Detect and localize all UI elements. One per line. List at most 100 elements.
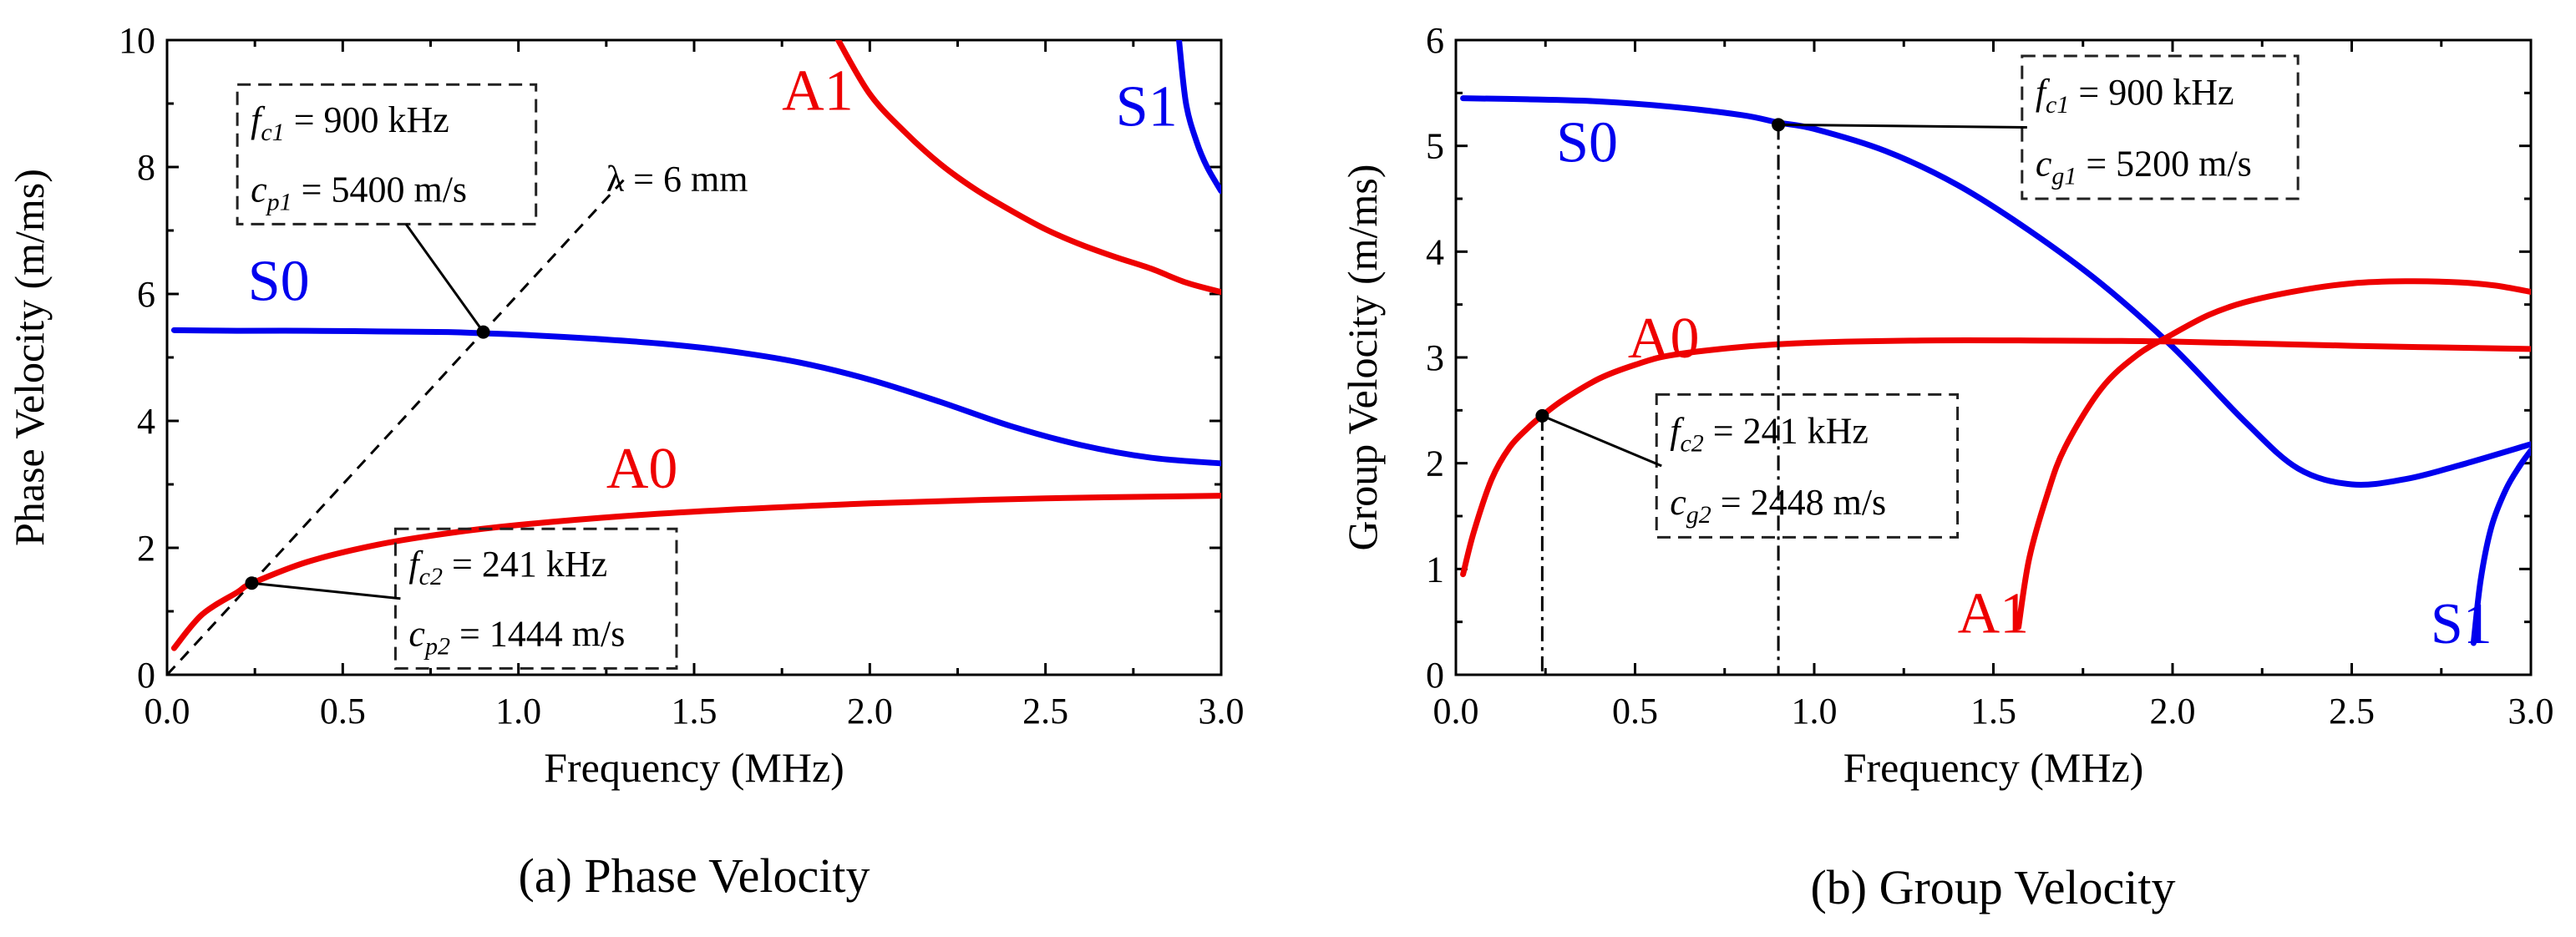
annotation-subscript: c1	[261, 119, 284, 146]
x-axis-title: Frequency (MHz)	[1843, 744, 2144, 791]
mode-label-s1: S1	[2431, 592, 2492, 656]
y-tick-label: 0	[1426, 655, 1444, 696]
annotation-value: 900 kHz	[324, 99, 449, 140]
y-tick-label: 0	[137, 655, 155, 696]
leader-line	[404, 223, 484, 333]
wavelength-label: λ = 6 mm	[606, 159, 748, 200]
x-tick-label: 0.5	[320, 691, 366, 732]
annotation-value: 241 kHz	[1743, 410, 1869, 451]
x-tick-label: 0.0	[145, 691, 190, 732]
y-tick-label: 2	[137, 528, 155, 569]
y-tick-label: 8	[137, 147, 155, 188]
y-tick-label: 4	[1426, 231, 1444, 272]
x-tick-label: 3.0	[1199, 691, 1245, 732]
x-axis-title: Frequency (MHz)	[544, 744, 844, 791]
annotation-symbol: c	[408, 614, 425, 655]
annotation-equals: =	[1711, 482, 1751, 523]
panel-caption: (a) Phase Velocity	[519, 848, 870, 903]
panel-phase-velocity: 0.0 0.5 1.0 1.5 2.0 2.5 3.0 0 2 4 6 8 10 Frequency (M…	[6, 20, 1245, 903]
x-tick-label: 2.0	[847, 691, 893, 732]
annotation-line-1: fc2 = 241 kHz	[408, 544, 607, 590]
annotation-point	[1535, 408, 1549, 423]
wavelength-line	[167, 179, 625, 675]
x-tick-label: 2.0	[2150, 691, 2196, 732]
x-tick-label: 2.5	[1022, 691, 1068, 732]
annotation-line-2: cg1 = 5200 m/s	[2036, 144, 2252, 190]
annotation-2: fc2 = 241 kHz cp2 = 1444 m/s	[245, 527, 678, 670]
y-tick-label: 1	[1426, 549, 1444, 590]
annotation-value: 241 kHz	[482, 544, 607, 585]
mode-label-a1: A1	[782, 59, 854, 124]
annotation-equals: =	[2069, 72, 2108, 113]
panel-caption: (b) Group Velocity	[1810, 860, 2175, 914]
annotation-equals: =	[1704, 410, 1743, 451]
data-area	[167, 40, 1221, 675]
annotation-symbol: c	[251, 170, 267, 210]
mode-label-a1: A1	[1958, 581, 2030, 646]
annotation-point	[245, 576, 259, 590]
annotation-subscript: c2	[419, 563, 443, 590]
annotation-value: 5400 m/s	[331, 170, 467, 210]
mode-label-s0: S0	[1556, 111, 1618, 175]
annotation-value: 900 kHz	[2108, 72, 2234, 113]
annotation-symbol: c	[1670, 482, 1686, 523]
annotation-value: 5200 m/s	[2116, 144, 2252, 185]
annotation-value: 1444 m/s	[489, 614, 626, 655]
mode-label-s0: S0	[248, 250, 310, 314]
annotation-equals: =	[443, 544, 482, 585]
annotation-line-2: cp1 = 5400 m/s	[251, 170, 467, 216]
x-tick-label: 1.0	[495, 691, 541, 732]
x-tick-label: 2.5	[2329, 691, 2375, 732]
annotation-subscript: c1	[2046, 91, 2069, 119]
annotation-subscript: g1	[2051, 163, 2077, 190]
annotation-equals: =	[292, 170, 332, 210]
annotation-2: fc2 = 241 kHz cg2 = 2448 m/s	[1535, 393, 1960, 675]
x-tick-label: 3.0	[2508, 691, 2554, 732]
series-line-s1	[2470, 447, 2531, 646]
x-tick-label: 0.5	[1612, 691, 1658, 732]
annotation-value: 2448 m/s	[1751, 482, 1887, 523]
annotation-symbol: c	[2036, 144, 2052, 185]
annotation-equals: =	[285, 99, 324, 140]
y-tick-label: 5	[1426, 126, 1444, 167]
mode-label-s1: S1	[1116, 75, 1178, 139]
x-tick-label: 1.5	[672, 691, 718, 732]
series-line-a0	[170, 493, 1221, 651]
mode-label-a0: A0	[1628, 306, 1700, 371]
y-tick-label: 6	[1426, 20, 1444, 61]
y-tick-label: 3	[1426, 337, 1444, 378]
annotation-line-1: fc1 = 900 kHz	[2036, 72, 2234, 119]
annotation-box	[2021, 54, 2300, 200]
leader-line	[1541, 414, 1662, 468]
annotation-subscript: p1	[266, 189, 292, 216]
annotation-point	[1772, 118, 1786, 132]
series-line-s1	[1176, 40, 1221, 195]
y-tick-label: 10	[119, 20, 155, 61]
annotation-equals: =	[2077, 144, 2116, 185]
panel-group-velocity: 0.0 0.5 1.0 1.5 2.0 2.5 3.0 0 1 2 3 4 5 6 Frequency (M…	[1339, 20, 2554, 914]
y-tick-label: 6	[137, 274, 155, 315]
annotation-subscript: c2	[1680, 429, 1703, 457]
leader-line	[251, 581, 401, 600]
annotation-subscript: p2	[423, 633, 450, 661]
annotation-line-2: cp2 = 1444 m/s	[408, 614, 625, 661]
annotation-line-1: fc2 = 241 kHz	[1670, 410, 1869, 457]
x-tick-label: 1.5	[1970, 691, 2016, 732]
annotation-box	[1655, 393, 1960, 539]
series-line-s0	[1460, 95, 2531, 488]
series-line-s0	[170, 327, 1221, 467]
annotation-1: fc1 = 900 kHz cg1 = 5200 m/s	[1772, 54, 2300, 675]
annotation-point	[476, 325, 490, 339]
x-tick-label: 1.0	[1792, 691, 1838, 732]
annotation-1: fc1 = 900 kHz cp1 = 5400 m/s	[236, 83, 538, 339]
y-axis-title: Phase Velocity (m/ms)	[6, 169, 53, 546]
annotation-box	[236, 83, 538, 225]
annotation-subscript: g2	[1686, 501, 1711, 529]
annotation-line-2: cg2 = 2448 m/s	[1670, 482, 1886, 529]
y-tick-label: 4	[137, 401, 155, 442]
y-tick-label: 2	[1426, 443, 1444, 484]
annotation-line-1: fc1 = 900 kHz	[251, 99, 449, 146]
annotation-equals: =	[450, 614, 489, 655]
mode-label-a0: A0	[606, 437, 678, 501]
